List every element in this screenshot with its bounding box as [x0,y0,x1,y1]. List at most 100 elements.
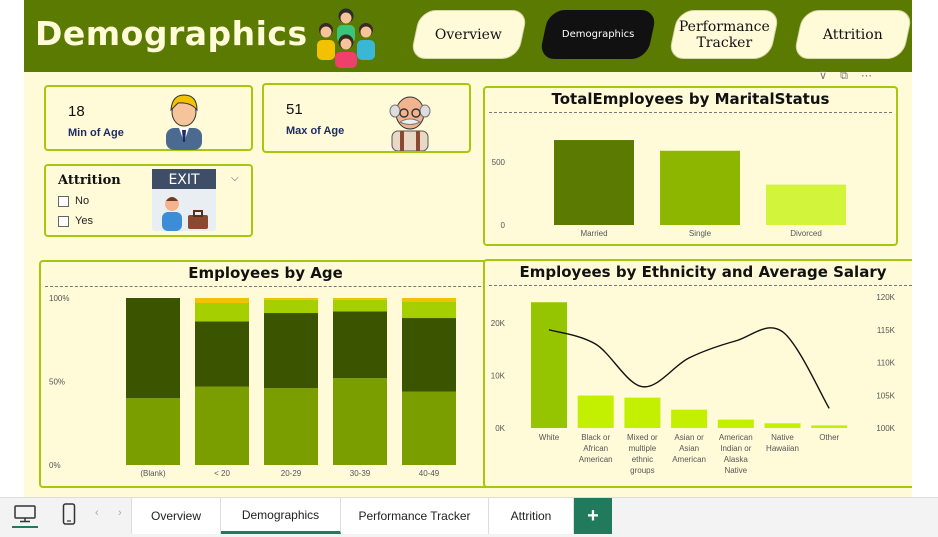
tab-attrition[interactable]: Attrition [489,498,574,534]
exit-sign-icon: EXIT [152,169,216,231]
old-man-icon [389,96,431,151]
header-bar: Demographics Overview Demographics Perfo… [24,0,912,72]
chevron-left-icon[interactable]: ‹ [95,507,99,519]
marital-y-tick: 500 [492,158,506,167]
age-bar-segment [333,298,387,300]
ethnicity-chart-plot: 20K 10K 0K 120K 115K 110K 105K 100K White Black o… [491,293,896,475]
average-salary-line [548,327,830,409]
age-bar-segment [195,386,249,465]
ethnicity-y2-tick: 115K [877,326,896,335]
marital-x-label: Divorced [790,229,822,238]
age-bar-segment [333,311,387,379]
min-age-label: Min of Age [68,127,124,139]
report-canvas: Demographics Overview Demographics Perfo… [24,0,912,497]
marital-chart-plot: 500 0 Married Single Divorced [492,140,846,238]
tab-performance-tracker[interactable]: Performance Tracker [341,498,489,534]
age-bar-segment [195,321,249,387]
age-bar-segment [333,378,387,465]
ethnicity-x-label: Other [819,433,839,442]
ethnicity-chart-title: Employees by Ethnicity and Average Salar… [519,263,887,281]
ethnicity-y-tick: 20K [491,319,506,328]
ethnicity-bar [717,419,754,428]
ethnicity-x-label: American Indian or Alaska Native [719,433,753,475]
page-tabs-bar: ‹ › Overview Demographics Performance Tr… [0,497,938,537]
visual-header-icons: ⊽ ⧉ ⋯ [819,69,872,83]
people-group-icon [317,8,375,68]
ethnicity-bar [811,425,848,428]
exit-sign-text: EXIT [168,172,200,188]
age-bar-segment [264,388,318,465]
ethnicity-x-label: Asian or Asian American [672,433,706,464]
age-x-label: (Blank) [140,469,166,478]
attrition-yes-label: Yes [75,215,93,227]
mobile-view-icon[interactable] [62,503,76,525]
age-bar-segment [195,298,249,304]
age-bar-segment [402,391,456,465]
ethnicity-y2-tick: 120K [876,293,895,302]
desktop-view-icon[interactable] [14,505,36,523]
min-age-value: 18 [68,103,85,120]
attrition-slicer: Attrition No Yes EXIT ⌵ [44,164,253,237]
age-x-label: 20-29 [281,469,302,478]
attrition-no-label: No [75,195,90,207]
marital-status-chart: TotalEmployees by MaritalStatus 500 0 Marr… [483,86,898,246]
page-title: Demographics [35,14,308,53]
tab-overview[interactable]: Overview [131,498,221,534]
ethnicity-bar [577,395,614,428]
ethnicity-y-tick: 0K [495,424,505,433]
marital-bar [660,150,740,225]
age-bar-segment [402,298,456,302]
nav-demographics-button[interactable]: Demographics [538,10,658,59]
kpi-min-age-card: 18 Min of Age [44,85,253,151]
ethnicity-y-tick: 10K [491,372,506,381]
marital-chart-title: TotalEmployees by MaritalStatus [551,90,830,108]
age-chart-plot: 100% 50% 0% (Blank) < 20 20-29 30-39 40-49 [49,294,456,478]
age-chart-title: Employees by Age [188,264,343,282]
chevron-right-icon[interactable]: › [118,507,122,519]
marital-chart-divider [489,112,892,113]
nav-attrition-button[interactable]: Attrition [792,10,912,59]
more-options-icon[interactable]: ⋯ [861,70,873,82]
marital-bar [766,184,846,225]
max-age-label: Max of Age [286,125,345,137]
nav-overview-button[interactable]: Overview [409,10,529,59]
ethnicity-x-label: Native Hawaiian [766,433,799,453]
ethnicity-bar [671,409,708,428]
age-y-tick: 50% [49,378,65,387]
age-bar-segment [126,398,180,465]
ethnicity-y2-tick: 105K [876,391,895,400]
focus-mode-icon[interactable]: ⧉ [840,70,848,82]
age-bar-segment [402,301,456,319]
desktop-view-indicator [12,526,38,528]
attrition-no-checkbox[interactable] [58,196,69,207]
tab-demographics[interactable]: Demographics [221,498,341,534]
age-bar-segment [126,298,180,399]
filter-icon[interactable]: ⊽ [819,70,828,82]
ethnicity-y2-tick: 100K [876,424,895,433]
age-bar-segment [264,299,318,314]
age-bar-segment [264,313,318,389]
ethnicity-y2-tick: 110K [877,359,896,368]
ethnicity-salary-chart: Employees by Ethnicity and Average Salar… [483,259,912,488]
age-chart-divider [45,286,486,287]
chevron-down-icon[interactable]: ⌵ [231,173,239,184]
marital-y-tick: 0 [501,221,506,230]
age-x-label: 30-39 [350,469,371,478]
nav-performance-tracker-button[interactable]: Performance Tracker [667,10,781,59]
young-man-icon [166,94,202,150]
max-age-value: 51 [286,101,303,118]
add-page-button[interactable]: + [574,498,612,534]
age-bar-segment [195,303,249,322]
marital-x-label: Married [580,229,607,238]
age-x-label: < 20 [214,469,230,478]
attrition-slicer-title: Attrition [58,173,121,188]
ethnicity-x-label: White [539,433,560,442]
attrition-yes-checkbox[interactable] [58,216,69,227]
age-chart: Employees by Age 100% 50% 0% (Blank) < 20 20-… [39,260,492,488]
kpi-max-age-card: 51 Max of Age [262,83,471,153]
age-x-label: 40-49 [419,469,440,478]
ethnicity-x-label: Mixed or multiple ethnic groups [627,433,658,475]
marital-bar [554,140,634,225]
age-bar-segment [333,299,387,312]
age-y-tick: 100% [49,294,69,303]
